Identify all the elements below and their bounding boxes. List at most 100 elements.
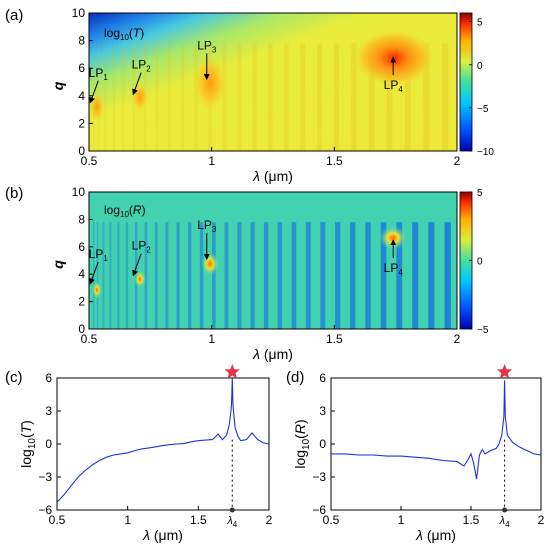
fringe-stripe (224, 222, 229, 329)
x-tick-label: 2 (454, 154, 461, 168)
fringe-stripe (187, 222, 192, 329)
fringe-stripe (444, 222, 451, 329)
annotation-arrow (132, 253, 142, 277)
fringe-stripe (104, 43, 107, 151)
line-c-frame (56, 377, 270, 511)
fringe-stripe (428, 222, 435, 329)
fringe-stripe (155, 43, 159, 151)
annotation-arrow (89, 261, 99, 285)
fringe-stripe (305, 222, 311, 329)
panel-a-tag: (a) (5, 7, 23, 24)
x-tick-label: 1.5 (326, 154, 343, 168)
annotation-arrow (132, 72, 142, 96)
y-tick-label: 2 (78, 295, 85, 309)
x-tick-label: 1.5 (190, 513, 207, 527)
fringe-stripe (117, 222, 120, 329)
y-tick-label: 6 (78, 61, 85, 75)
y-tick-label: 0 (45, 437, 52, 451)
y-tick-label: 6 (45, 371, 52, 385)
fringe-stripe (176, 222, 180, 329)
y-tick-label: 0 (78, 322, 85, 336)
heatmap-a-inset-label: log10(T) (104, 26, 144, 42)
line-d-frame (330, 377, 542, 511)
panel-c: (c) 0.5 1 1.5 2 −6 −3 0 3 6 λ (μm) log10(T) λ4 (5, 364, 273, 543)
fringe-stripe (268, 43, 273, 151)
annotation-label: LP3 (197, 38, 217, 54)
fringe-stripe (351, 43, 357, 151)
annotation-label: LP1 (89, 247, 109, 263)
colorbar-tick-label: −10 (477, 147, 494, 158)
panel-d: (d) 0.5 1 1.5 2 −6 −3 0 3 6 λ (μm) log10(R) λ4 (286, 364, 545, 543)
y-tick-label: 4 (78, 267, 85, 281)
annotation-label: LP2 (132, 58, 152, 74)
line-d-plot: 0.5 1 1.5 2 −6 −3 0 3 6 λ (μm) log10(R) λ4 (292, 364, 545, 543)
x-tick-label: 1.5 (326, 332, 343, 346)
x-tick-label: 1 (398, 513, 405, 527)
fringe-stripe (180, 43, 185, 151)
panel-c-tag: (c) (5, 369, 23, 386)
panel-b-tag: (b) (5, 185, 23, 202)
y-tick-label: 10 (72, 6, 86, 20)
fringe-stripe (144, 222, 148, 329)
fringe-stripe (252, 43, 257, 151)
y-tick-label: 6 (319, 371, 326, 385)
y-tick-label: 6 (78, 240, 85, 254)
annotation-label: LP4 (384, 78, 404, 94)
y-tick-label: 2 (78, 116, 85, 130)
y-tick-label: −3 (38, 470, 52, 484)
fringe-stripe (350, 222, 356, 329)
x-tick-label: 1.5 (463, 513, 480, 527)
fringe-stripe (300, 43, 306, 151)
fringe-stripe (125, 222, 129, 329)
fringe-stripe (167, 43, 171, 151)
heatmap-a-plane (89, 13, 457, 151)
x-axis-label: λ (μm) (252, 168, 293, 184)
fringe-stripe (96, 222, 99, 329)
line-c-plot: 0.5 1 1.5 2 −6 −3 0 3 6 λ (μm) log10(T) λ4 (18, 364, 273, 543)
heatmap-b-axes: 0.5 1 1.5 2 0 2 4 6 8 10 λ (μm) q (50, 185, 461, 362)
y-tick-label: 10 (72, 185, 86, 199)
heatmap-a-axes: 0.5 1 1.5 2 0 2 4 6 8 10 λ (μm) q (50, 6, 461, 184)
colorbar-b-ticks: 5 0 −5 (469, 188, 489, 336)
colorbar-tick-label: 0 (477, 61, 483, 72)
y-tick-label: −3 (312, 470, 326, 484)
x-axis-label: λ (μm) (415, 527, 456, 543)
y-tick-label: 0 (319, 437, 326, 451)
fringe-stripe (112, 43, 116, 151)
annotation-label: LP3 (197, 218, 217, 234)
fringe-stripe (212, 222, 216, 329)
y-tick-label: 8 (78, 34, 85, 48)
colorbar-tick-label: −5 (477, 325, 489, 336)
panel-b: (b) log10(R) LP1 LP2 LP3 LP4 0.5 1 1.5 2 0 2 4 6 8 1… (5, 185, 489, 362)
y-tick-label: −6 (38, 503, 52, 517)
heatmap-b-plane (89, 192, 457, 329)
fringe-stripe (122, 43, 125, 151)
heatmap-a-frame (88, 12, 458, 152)
fringe-stripe (333, 43, 340, 151)
x-tick-label: 2 (266, 513, 273, 527)
x-tick-label: 1 (208, 154, 215, 168)
fringe-stripe (386, 43, 393, 151)
fringe-stripe (250, 222, 255, 329)
heatmap-b-inset-label: log10(R) (104, 203, 146, 219)
y-tick-label: −6 (312, 503, 326, 517)
data-series-line (331, 380, 542, 480)
y-tick-label: 4 (78, 89, 85, 103)
fringe-stripe (199, 222, 204, 329)
y-tick-label: 3 (319, 404, 326, 418)
colorbar-a-ticks: 5 0 −5 −10 (469, 18, 494, 158)
annotation-label: LP4 (384, 261, 404, 277)
x-tick-label: 0.5 (49, 513, 66, 527)
fringe-stripe (335, 222, 341, 329)
fringe-stripe (368, 43, 375, 151)
x-axis-label: λ (μm) (142, 527, 183, 543)
y-axis-label: log10(T) (18, 420, 38, 468)
fringe-stripe (317, 43, 322, 151)
colorbar-tick-label: 5 (477, 18, 483, 29)
fringe-stripe (412, 222, 419, 329)
fringe-stripe (222, 43, 227, 151)
heatmap-b-annotations: LP1 LP2 LP3 LP4 (89, 218, 404, 285)
y-tick-label: 8 (78, 212, 85, 226)
annotation-label: LP2 (132, 239, 152, 255)
colorbar-tick-label: 5 (477, 188, 483, 199)
